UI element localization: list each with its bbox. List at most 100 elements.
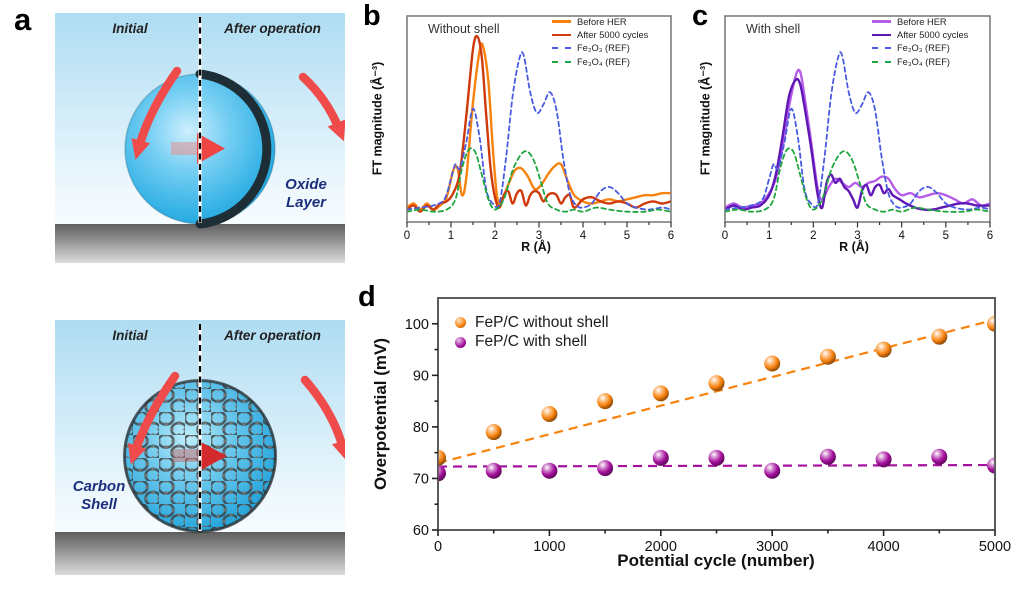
tick-label: 100 [405, 317, 429, 333]
left-curved-arrow [127, 371, 180, 465]
scene-oxide-layer: Initial After operation Oxide Layer [55, 13, 345, 263]
legend-item: After 5000 cycles [552, 28, 648, 41]
data-point-FeP/C without shell [931, 328, 948, 345]
data-point-FeP/C with shell [652, 449, 669, 466]
oxide-scene-graphic [124, 17, 345, 229]
series-After 5000 cycles [725, 77, 990, 212]
panel-c-ylabel: FT magnitude (Å⁻³) [698, 61, 713, 176]
panel-b-xlabel: R (Å) [521, 240, 551, 254]
tick-label: 5 [943, 230, 949, 242]
trend-line-FeP/C without shell [438, 318, 995, 464]
tick-label: 70 [413, 471, 429, 487]
center-arrow-tail [173, 449, 199, 462]
legend-item: After 5000 cycles [872, 28, 968, 41]
ground [55, 532, 345, 575]
tick-label: 3 [854, 230, 860, 242]
data-point-FeP/C without shell [819, 348, 836, 365]
ground [55, 224, 345, 263]
series-After 5000 cycles [407, 34, 671, 213]
panel-b-letter: b [363, 0, 381, 32]
sphere-marker-swatch [455, 317, 466, 329]
scene1-left-title: Initial [112, 21, 148, 36]
data-point-FeP/C without shell [485, 424, 502, 441]
tick-label: 80 [413, 420, 429, 436]
legend-label: FeP/C with shell [475, 333, 587, 351]
data-point-FeP/C with shell [764, 462, 781, 479]
tick-label: 6 [668, 230, 674, 242]
data-point-FeP/C without shell [438, 449, 446, 466]
tick-label: 5 [624, 230, 630, 242]
data-point-FeP/C with shell [597, 460, 614, 477]
tick-label: 90 [413, 368, 429, 384]
legend-label: Before HER [897, 16, 947, 27]
panel-d-xlabel: Potential cycle (number) [617, 551, 815, 570]
panel-b-plot: 0 1 2 3 4 5 6 [404, 15, 674, 242]
data-point-FeP/C with shell [708, 449, 725, 466]
legend-label: After 5000 cycles [577, 30, 649, 41]
legend-item: FeP/C without shell [455, 313, 609, 333]
tick-label: 60 [413, 523, 429, 539]
center-arrow-tail [171, 142, 198, 155]
oxide-layer-label: Oxide Layer [285, 176, 327, 211]
tick-label: 2 [810, 230, 816, 242]
panel-c-plot: 0 1 2 3 4 5 6 [722, 15, 993, 242]
line-swatch [552, 20, 571, 23]
data-point-FeP/C with shell [819, 448, 836, 465]
data-point-FeP/C without shell [987, 315, 995, 332]
scene-carbon-shell: Initial After operation Carbon Shell [55, 320, 345, 575]
carbon-shell-scene-graphic [123, 324, 345, 533]
left-curved-arrow [131, 66, 182, 160]
tick-label: 2000 [645, 539, 677, 555]
data-point-FeP/C with shell [931, 448, 948, 465]
legend-item: Fe₂O₃ (REF) [552, 42, 648, 55]
tick-label: 4 [898, 230, 905, 242]
legend-item: Fe₂O₃ (REF) [872, 42, 968, 55]
scene2-left-title: Initial [112, 328, 148, 343]
legend-label: Before HER [577, 16, 627, 27]
tick-label: 3 [536, 230, 542, 242]
legend-label: After 5000 cycles [897, 30, 969, 41]
panel-a-letter: a [14, 2, 32, 37]
legend-label: Fe₃O₄ (REF) [577, 56, 631, 67]
legend-label: FeP/C without shell [475, 313, 609, 331]
dashed-line-swatch [552, 47, 571, 50]
tick-label: 0 [434, 539, 442, 555]
scene1-right-title: After operation [224, 21, 321, 36]
panel-c-xlabel: R (Å) [839, 240, 869, 254]
data-point-FeP/C without shell [764, 355, 781, 372]
tick-label: 1 [766, 230, 772, 242]
line-swatch [872, 33, 891, 37]
tick-label: 4 [580, 230, 587, 242]
data-point-FeP/C with shell [541, 462, 558, 479]
tick-label: 0 [404, 230, 410, 242]
sphere-marker-swatch [455, 336, 466, 348]
panel-c-title: With shell [746, 22, 801, 36]
tick-label: 5000 [979, 539, 1011, 555]
carbon-shell-label: Carbon Shell [72, 478, 126, 513]
scene2-right-title: After operation [224, 328, 321, 343]
data-point-FeP/C without shell [708, 375, 725, 392]
series-Fe₂O₃ (REF) [407, 51, 671, 211]
data-point-FeP/C with shell [875, 451, 892, 468]
panel-d-plot: 0 1000 2000 3000 4000 5000 60 70 80 90 100 [405, 297, 1011, 555]
legend-label: Fe₂O₃ (REF) [577, 43, 630, 54]
tick-label: 2 [492, 230, 498, 242]
right-curved-arrow [300, 375, 345, 461]
data-point-FeP/C without shell [597, 393, 614, 410]
legend-label: Fe₂O₃ (REF) [897, 43, 950, 54]
oxide-layer-arc [195, 69, 272, 229]
panel-d-letter: d [358, 281, 376, 313]
center-right-arrow [199, 441, 227, 471]
data-point-FeP/C with shell [438, 465, 446, 482]
right-curved-arrow [298, 72, 345, 142]
panel-b-title: Without shell [428, 22, 500, 36]
legend-item: Before HER [552, 15, 648, 28]
line-swatch [872, 20, 891, 23]
dashed-line-swatch [872, 60, 891, 63]
dashed-line-swatch [552, 60, 571, 63]
panel-b-ylabel: FT magnitude (Å⁻³) [370, 61, 385, 176]
legend-label: Fe₃O₄ (REF) [897, 56, 951, 67]
center-right-arrow [197, 133, 225, 164]
series-Fe₃O₄ (REF) [407, 147, 671, 213]
